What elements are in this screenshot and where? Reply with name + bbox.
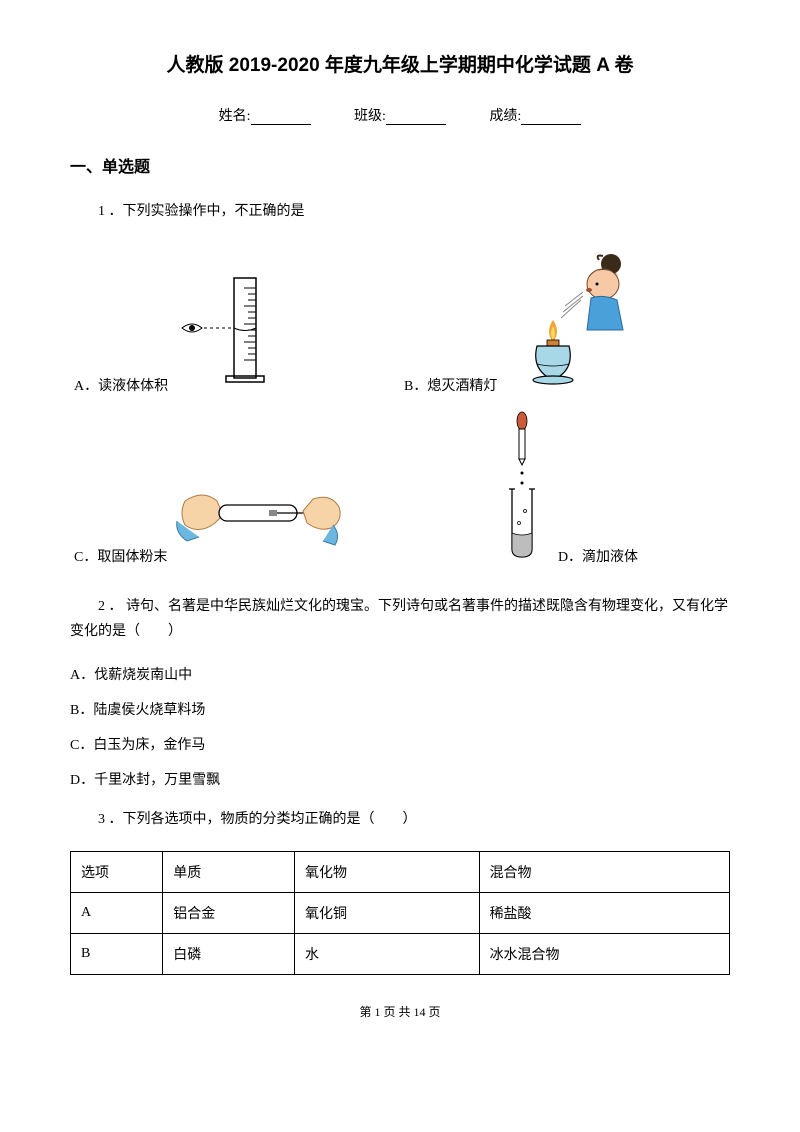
q1-opt-b: B．熄灭酒精灯 <box>400 242 730 403</box>
cell: 冰水混合物 <box>479 933 729 974</box>
page-footer: 第 1 页 共 14 页 <box>70 1003 730 1020</box>
cylinder-reading-icon <box>174 270 279 395</box>
q1-options: A．读液体体积 <box>70 242 730 574</box>
section-1-heading: 一、单选题 <box>70 153 730 177</box>
q2-opt-d: D．千里冰封，万里雪飘 <box>70 768 730 793</box>
th-element: 单质 <box>163 851 295 892</box>
q1-text: 1 ．下列实验操作中，不正确的是 <box>70 199 730 224</box>
cell: A <box>71 892 163 933</box>
q1-opt-c-label: C．取固体粉末 <box>74 546 167 566</box>
cell: 稀盐酸 <box>479 892 729 933</box>
drop-liquid-icon <box>492 411 552 566</box>
label-class: 班级: <box>354 109 386 124</box>
cell: 白磷 <box>163 933 295 974</box>
page-title: 人教版 2019-2020 年度九年级上学期期中化学试题 A 卷 <box>70 50 730 77</box>
th-mixture: 混合物 <box>479 851 729 892</box>
blank-class <box>386 109 446 125</box>
blank-score <box>521 109 581 125</box>
q3-table: 选项 单质 氧化物 混合物 A 铝合金 氧化铜 稀盐酸 B 白磷 水 冰水混合物 <box>70 851 730 975</box>
q1-opt-c: C．取固体粉末 <box>70 403 400 574</box>
q1-opt-d: D．滴加液体 <box>400 403 730 574</box>
q2-text: 2 ． 诗句、名著是中华民族灿烂文化的瑰宝。下列诗句或名著事件的描述既隐含有物理… <box>70 594 730 644</box>
label-score: 成绩: <box>489 109 521 124</box>
table-row: A 铝合金 氧化铜 稀盐酸 <box>71 892 730 933</box>
q1-opt-a-label: A．读液体体积 <box>74 375 168 395</box>
q3-text: 3 ．下列各选项中，物质的分类均正确的是（ ） <box>70 807 730 832</box>
th-oxide: 氧化物 <box>295 851 480 892</box>
cell: B <box>71 933 163 974</box>
q1-opt-b-label: B．熄灭酒精灯 <box>404 375 497 395</box>
table-row: 选项 单质 氧化物 混合物 <box>71 851 730 892</box>
table-row: B 白磷 水 冰水混合物 <box>71 933 730 974</box>
label-name: 姓名: <box>219 109 251 124</box>
q2-opt-c: C．白玉为床，金作马 <box>70 733 730 758</box>
cell: 铝合金 <box>163 892 295 933</box>
cell: 氧化铜 <box>295 892 480 933</box>
blank-name <box>251 109 311 125</box>
take-powder-icon <box>173 461 343 566</box>
q2-opt-b: B．陆虞侯火烧草料场 <box>70 698 730 723</box>
th-opt: 选项 <box>71 851 163 892</box>
q1-opt-a: A．读液体体积 <box>70 242 400 403</box>
cell: 水 <box>295 933 480 974</box>
blow-lamp-icon <box>503 250 643 395</box>
header-fields: 姓名: 班级: 成绩: <box>70 105 730 125</box>
q2-opt-a: A．伐薪烧炭南山中 <box>70 663 730 688</box>
q1-opt-d-label: D．滴加液体 <box>558 546 638 566</box>
